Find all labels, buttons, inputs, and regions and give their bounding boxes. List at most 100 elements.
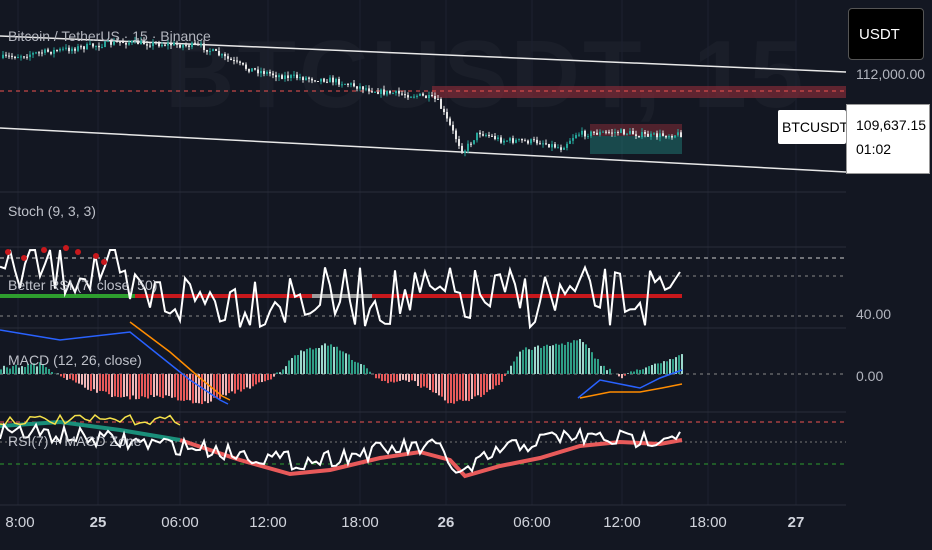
macd-histogram-bar <box>654 363 656 374</box>
signal-line <box>129 321 231 401</box>
candle-body <box>248 68 250 72</box>
candle-body <box>254 68 256 70</box>
candle-body <box>581 130 583 135</box>
better-rsi-pane-title[interactable]: Better RSI (7, close, 50) <box>8 277 158 293</box>
buy-zone <box>590 136 682 154</box>
macd-histogram-bar <box>144 374 146 398</box>
macd-histogram-bar <box>93 374 95 390</box>
stoch-pane <box>0 245 846 330</box>
candle-body <box>647 133 649 137</box>
bar-countdown: 01:02 <box>856 141 892 157</box>
time-axis-tick: 18:00 <box>341 514 379 531</box>
macd-histogram-bar <box>81 374 83 385</box>
candle-body <box>8 55 10 57</box>
macd-histogram-bar <box>576 340 578 374</box>
macd-histogram-bar <box>681 354 683 374</box>
macd-histogram-bar <box>561 343 563 374</box>
candle-body <box>557 147 559 149</box>
symbol-header[interactable]: Bitcoin / TetherUS · 15 · Binance <box>8 28 211 44</box>
rsi-macd-zone-pane-title[interactable]: RSI(7) + MACD Zone <box>8 433 142 449</box>
candle-body <box>227 56 229 59</box>
candle-body <box>320 78 322 82</box>
candle-body <box>11 55 13 57</box>
macd-histogram-bar <box>447 374 449 404</box>
candle-body <box>146 44 148 46</box>
candle-body <box>380 89 382 94</box>
macd-histogram-bar <box>366 368 368 374</box>
macd-histogram-bar <box>255 374 257 385</box>
candle-body <box>518 138 520 140</box>
candle-body <box>623 129 625 135</box>
macd-histogram-bar <box>51 371 53 374</box>
candle-body <box>542 143 544 145</box>
macd-histogram-bar <box>507 370 509 374</box>
macd-histogram-bar <box>501 374 503 382</box>
macd-histogram-bar <box>225 374 227 396</box>
macd-histogram-bar <box>657 363 659 374</box>
currency-button[interactable]: USDT <box>848 8 924 60</box>
candle-body <box>533 139 535 141</box>
candle-body <box>587 136 589 138</box>
macd-histogram-bar <box>90 374 92 391</box>
macd-histogram-bar <box>513 361 515 374</box>
candle-body <box>182 44 184 48</box>
macd-histogram-bar <box>546 344 548 374</box>
macd-histogram-bar <box>660 363 662 374</box>
candle-body <box>74 48 76 51</box>
stoch-pane-title[interactable]: Stoch (9, 3, 3) <box>8 203 96 219</box>
candle-body <box>311 78 313 81</box>
macd-histogram-bar <box>675 357 677 374</box>
macd-histogram-bar <box>396 374 398 382</box>
rsi-ema-bear <box>179 438 683 479</box>
macd-histogram-bar <box>339 350 341 374</box>
macd-histogram-bar <box>459 374 461 400</box>
candle-body <box>284 75 286 79</box>
macd-histogram-bar <box>399 374 401 381</box>
candle-body <box>305 77 307 81</box>
signal-line <box>579 383 683 399</box>
candle-body <box>137 40 139 45</box>
candle-body <box>26 56 28 58</box>
candle-body <box>419 93 421 96</box>
macd-histogram-bar <box>270 374 272 380</box>
grid-lines <box>0 0 846 506</box>
macd-histogram-bar <box>237 374 239 390</box>
time-axis-tick: 27 <box>787 514 805 531</box>
macd-histogram-bar <box>150 374 152 396</box>
macd-histogram-bar <box>72 374 74 381</box>
time-axis-tick: 12:00 <box>603 514 641 531</box>
macd-histogram-bar <box>423 374 425 387</box>
macd-histogram-bar <box>624 374 626 376</box>
macd-histogram-bar <box>345 353 347 374</box>
candle-body <box>335 78 337 83</box>
time-axis-tick: 06:00 <box>161 514 199 531</box>
macd-histogram-bar <box>123 374 125 397</box>
candle-body <box>344 83 346 85</box>
candle-body <box>140 40 142 45</box>
macd-histogram-bar <box>213 374 215 398</box>
candle-body <box>119 41 121 43</box>
candle-body <box>218 50 220 56</box>
macd-pane-title[interactable]: MACD (12, 26, close) <box>8 352 142 368</box>
candle-body <box>194 42 196 44</box>
overbought-marker <box>5 249 11 255</box>
macd-histogram-bar <box>126 374 128 397</box>
macd-histogram-bar <box>282 369 284 374</box>
macd-histogram-bar <box>318 348 320 374</box>
candle-body <box>617 132 619 134</box>
candle-body <box>377 91 379 94</box>
candle-body <box>62 48 64 50</box>
macd-histogram-bar <box>69 374 71 379</box>
macd-histogram-bar <box>138 374 140 399</box>
macd-histogram-bar <box>420 374 422 388</box>
macd-histogram-bar <box>297 354 299 374</box>
last-price-tag: 109,637.15 01:02 <box>846 104 930 174</box>
macd-histogram-bar <box>192 374 194 404</box>
candle-body <box>38 52 40 54</box>
candle-body <box>509 138 511 141</box>
macd-histogram-bar <box>441 374 443 397</box>
candle-body <box>32 52 34 55</box>
macd-histogram-bar <box>579 339 581 374</box>
candle-body <box>41 52 43 54</box>
